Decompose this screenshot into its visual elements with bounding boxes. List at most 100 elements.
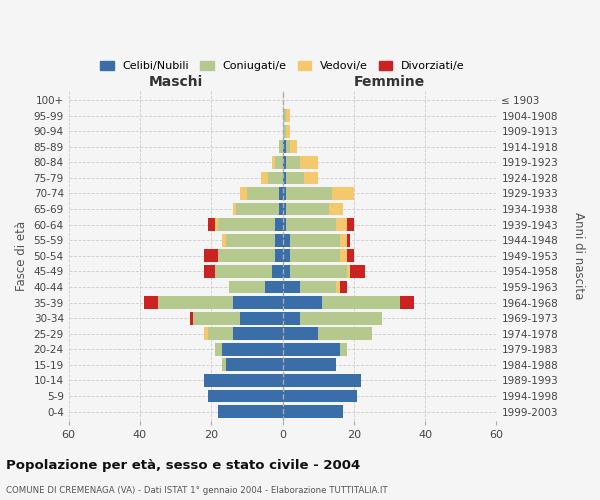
Y-axis label: Fasce di età: Fasce di età — [15, 220, 28, 291]
Bar — [279, 140, 283, 153]
Bar — [283, 125, 286, 138]
Bar — [283, 140, 286, 153]
Bar — [226, 234, 275, 246]
Bar — [318, 328, 372, 340]
Bar — [286, 156, 301, 168]
Bar — [332, 187, 354, 200]
Bar — [229, 280, 265, 293]
Bar — [283, 187, 286, 200]
Bar — [215, 265, 272, 278]
Bar — [286, 187, 332, 200]
Bar — [275, 156, 283, 168]
Bar — [204, 328, 208, 340]
Bar — [158, 296, 233, 309]
Bar — [240, 312, 283, 324]
Bar — [290, 250, 340, 262]
Bar — [301, 280, 336, 293]
Text: Popolazione per età, sesso e stato civile - 2004: Popolazione per età, sesso e stato civil… — [6, 460, 360, 472]
Bar — [208, 218, 215, 231]
Bar — [222, 358, 226, 372]
Bar — [340, 250, 347, 262]
Bar — [226, 358, 283, 372]
Bar — [283, 202, 286, 215]
Bar — [301, 156, 318, 168]
Bar — [265, 280, 283, 293]
Bar — [240, 187, 247, 200]
Bar — [336, 280, 340, 293]
Bar — [272, 156, 275, 168]
Bar — [340, 280, 347, 293]
Bar — [347, 218, 354, 231]
Bar — [143, 296, 158, 309]
Bar — [290, 140, 297, 153]
Bar — [261, 172, 268, 184]
Bar — [208, 390, 283, 402]
Bar — [286, 125, 290, 138]
Bar — [272, 265, 283, 278]
Bar — [283, 218, 286, 231]
Bar — [283, 234, 290, 246]
Bar — [347, 234, 350, 246]
Text: Femmine: Femmine — [354, 75, 425, 89]
Bar — [215, 343, 222, 355]
Bar — [215, 218, 218, 231]
Bar — [275, 218, 283, 231]
Bar — [283, 343, 340, 355]
Bar — [322, 296, 400, 309]
Bar — [233, 328, 283, 340]
Bar — [279, 187, 283, 200]
Bar — [340, 343, 347, 355]
Bar — [283, 405, 343, 418]
Bar — [222, 343, 283, 355]
Bar — [193, 312, 240, 324]
Bar — [290, 234, 340, 246]
Bar — [286, 109, 290, 122]
Bar — [283, 296, 322, 309]
Bar — [301, 312, 382, 324]
Bar — [347, 250, 354, 262]
Bar — [283, 312, 301, 324]
Bar — [236, 202, 279, 215]
Bar — [283, 358, 336, 372]
Bar — [283, 374, 361, 387]
Bar — [279, 202, 283, 215]
Bar — [247, 187, 279, 200]
Bar — [350, 265, 365, 278]
Legend: Celibi/Nubili, Coniugati/e, Vedovi/e, Divorziati/e: Celibi/Nubili, Coniugati/e, Vedovi/e, Di… — [96, 56, 469, 76]
Bar — [400, 296, 415, 309]
Bar — [218, 250, 275, 262]
Text: COMUNE DI CREMENAGA (VA) - Dati ISTAT 1° gennaio 2004 - Elaborazione TUTTITALIA.: COMUNE DI CREMENAGA (VA) - Dati ISTAT 1°… — [6, 486, 388, 495]
Bar — [218, 218, 275, 231]
Bar — [304, 172, 318, 184]
Bar — [233, 202, 236, 215]
Bar — [204, 250, 218, 262]
Bar — [218, 405, 283, 418]
Bar — [283, 280, 301, 293]
Bar — [283, 109, 286, 122]
Text: Maschi: Maschi — [149, 75, 203, 89]
Bar — [268, 172, 283, 184]
Bar — [283, 172, 286, 184]
Bar — [286, 202, 329, 215]
Bar — [290, 265, 347, 278]
Y-axis label: Anni di nascita: Anni di nascita — [572, 212, 585, 300]
Bar — [336, 218, 347, 231]
Bar — [275, 250, 283, 262]
Bar — [286, 218, 336, 231]
Bar — [222, 234, 226, 246]
Bar — [283, 265, 290, 278]
Bar — [286, 140, 290, 153]
Bar — [347, 265, 350, 278]
Bar — [283, 250, 290, 262]
Bar — [233, 296, 283, 309]
Bar — [204, 265, 215, 278]
Bar — [208, 328, 233, 340]
Bar — [340, 234, 347, 246]
Bar — [283, 390, 358, 402]
Bar — [329, 202, 343, 215]
Bar — [283, 328, 318, 340]
Bar — [275, 234, 283, 246]
Bar — [286, 172, 304, 184]
Bar — [190, 312, 193, 324]
Bar — [204, 374, 283, 387]
